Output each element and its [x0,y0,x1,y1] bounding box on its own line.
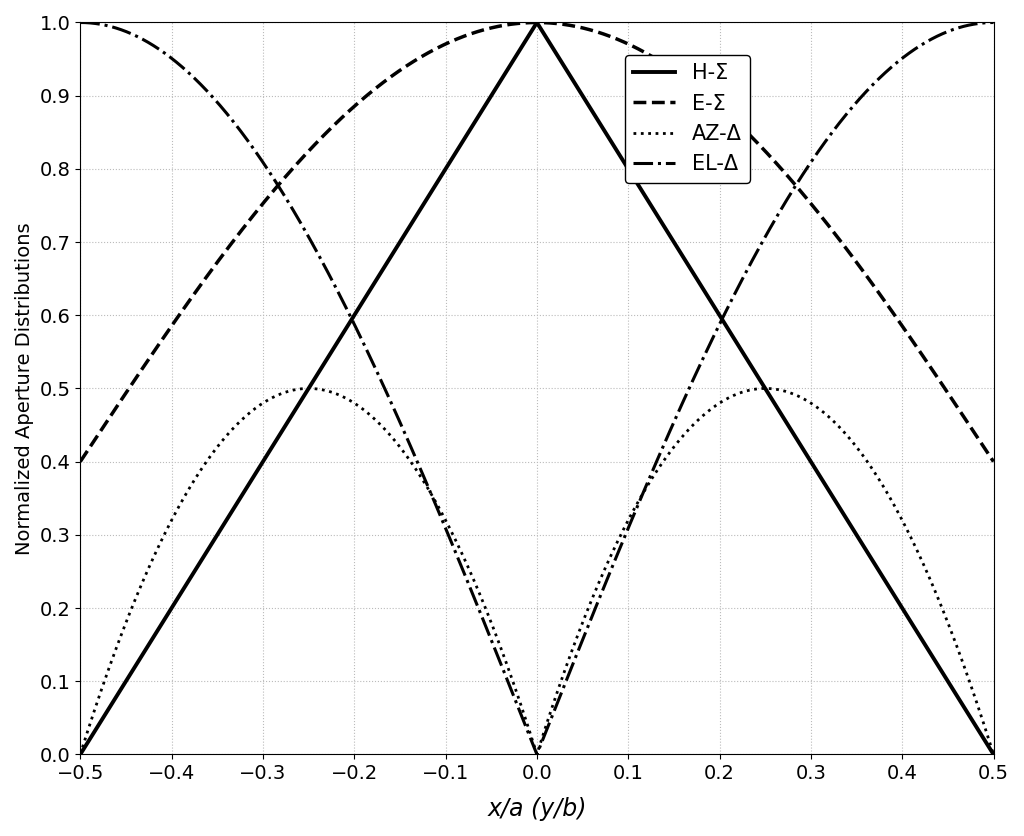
EL-Δ [530,749,543,759]
AZ-Δ [627,507,639,517]
AZ-Δ [987,749,999,759]
AZ-Δ [302,384,314,394]
E-Σ [74,456,86,466]
H-Σ [728,334,740,344]
E-Σ [987,456,999,466]
Y-axis label: Normalized Aperture Distributions: Normalized Aperture Distributions [15,222,34,555]
H-Σ [74,749,86,759]
X-axis label: x/a (y/b): x/a (y/b) [487,797,587,821]
H-Σ [302,385,314,395]
EL-Δ [660,434,673,444]
AZ-Δ [74,749,86,759]
H-Σ [506,57,518,67]
H-Σ [627,171,639,181]
EL-Δ [506,687,518,697]
Line: E-Σ: E-Σ [80,23,993,461]
AZ-Δ [506,675,518,685]
EL-Δ [728,290,740,300]
EL-Δ [928,33,940,43]
EL-Δ [74,18,86,28]
E-Σ [506,19,518,29]
AZ-Δ [660,451,673,461]
H-Σ [987,749,999,759]
EL-Δ [302,231,314,241]
E-Σ [660,60,673,70]
Legend: H-Σ, E-Σ, AZ-Δ, EL-Δ: H-Σ, E-Σ, AZ-Δ, EL-Δ [625,55,750,183]
EL-Δ [627,512,639,522]
AZ-Δ [302,384,314,394]
AZ-Δ [728,390,740,400]
H-Σ [660,226,673,236]
H-Σ [530,18,543,28]
E-Σ [302,147,314,157]
Line: EL-Δ: EL-Δ [80,23,993,754]
Line: AZ-Δ: AZ-Δ [80,389,993,754]
E-Σ [728,115,740,125]
Line: H-Σ: H-Σ [80,23,993,754]
E-Σ [928,368,940,378]
H-Σ [928,655,940,665]
E-Σ [627,41,639,51]
AZ-Δ [928,584,940,594]
EL-Δ [987,18,999,28]
E-Σ [530,18,543,28]
